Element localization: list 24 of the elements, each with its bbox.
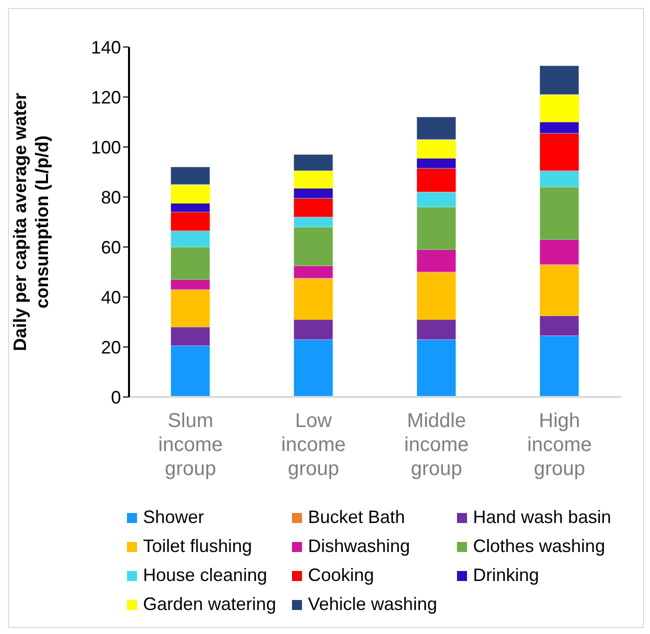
legend-label: Clothes washing [472,536,606,557]
x-tick-label: Middle income group [404,410,469,480]
legend-label: Drinking [472,565,540,586]
y-tick-label: 100 [90,137,121,158]
legend-label: Garden watering [142,594,278,615]
x-tick-label: Low income group [281,410,346,480]
legend-label: Hand wash basin [472,507,612,528]
legend-label: Shower [142,507,206,528]
y-tick-label: 80 [100,187,121,208]
y-tick-label: 140 [90,37,121,58]
y-tick-label: 60 [100,237,121,258]
legend-label: Cooking [307,565,376,586]
legend-label: Bucket Bath [307,507,406,528]
legend-label: Dishwashing [307,536,412,557]
legend-label: Vehicle washing [307,594,438,615]
legend-label: Toilet flushing [142,536,254,557]
y-tick-label: 0 [110,387,121,408]
y-tick-label: 120 [90,87,121,108]
y-tick-label: 20 [100,337,121,358]
y-axis-title: Daily per capita average water consumption (L/p/d) [10,92,52,352]
x-tick-label: High income group [527,410,592,480]
x-tick-label: Slum income group [158,410,223,480]
legend-label: House cleaning [142,565,268,586]
y-tick-label: 40 [100,287,121,308]
